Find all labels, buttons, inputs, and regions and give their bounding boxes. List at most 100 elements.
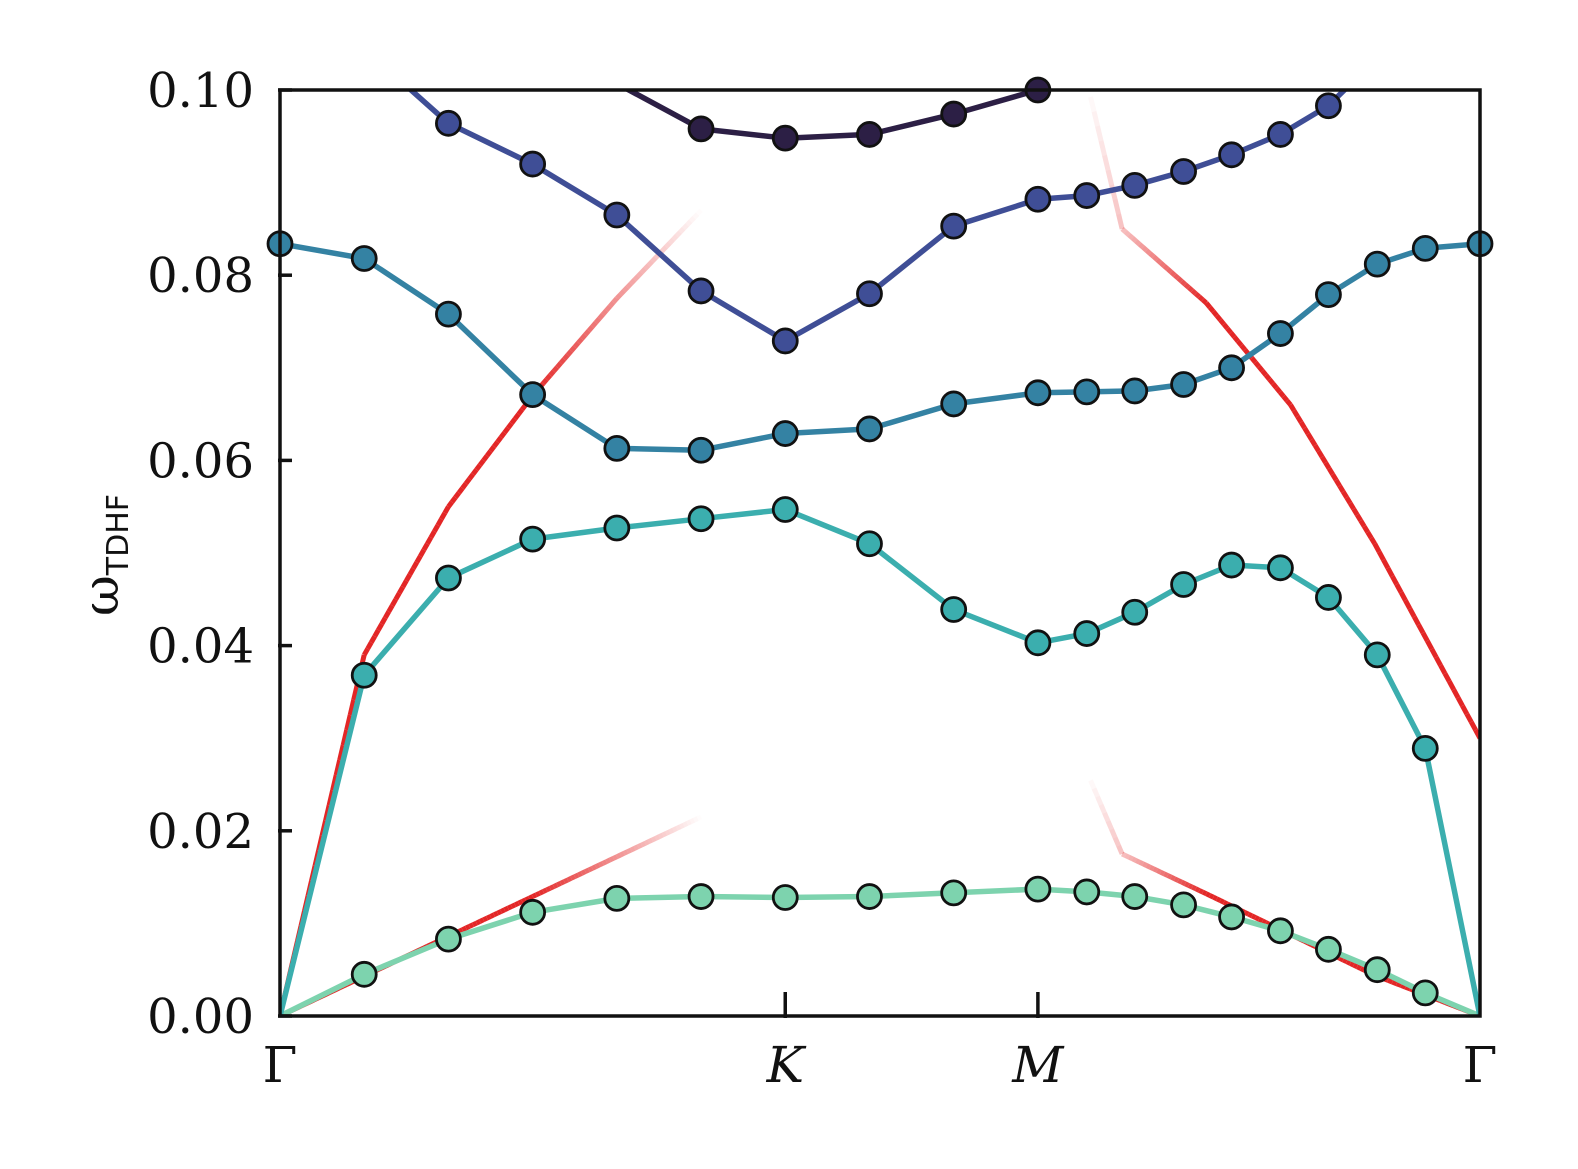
reference-line-2-segment <box>1134 239 1142 247</box>
reference-line-1-segment <box>1356 964 1362 971</box>
reference-line-2-segment <box>1267 377 1275 386</box>
reference-line-2-segment <box>1091 97 1095 112</box>
reference-line-1-segment <box>643 839 650 846</box>
reference-line-2-segment <box>509 417 518 425</box>
reference-line-2-segment <box>1257 365 1265 373</box>
reference-line-1-segment <box>1121 851 1127 858</box>
reference-line-1-segment <box>1205 891 1211 898</box>
reference-line-2-segment <box>383 610 391 620</box>
band-2-point <box>1363 641 1391 669</box>
reference-line-1-segment <box>622 849 629 856</box>
reference-line-2-segment <box>379 616 388 626</box>
reference-line-2-segment <box>636 270 644 279</box>
reference-line-2-segment <box>1416 623 1426 635</box>
reference-line-1-segment <box>1116 844 1125 855</box>
reference-line-1-segment <box>514 900 520 908</box>
reference-line-2-segment <box>579 333 588 341</box>
reference-line-1-segment <box>517 899 524 906</box>
reference-line-1-segment <box>1135 858 1141 865</box>
reference-line-2-segment <box>615 292 623 301</box>
reference-line-2-segment <box>351 684 360 701</box>
reference-line-1-segment <box>1163 871 1169 878</box>
band-2-point <box>435 564 462 592</box>
band-2-point <box>940 596 968 623</box>
reference-line-2-segment <box>1295 415 1304 424</box>
reference-line-2-segment <box>330 774 339 791</box>
reference-line-2-segment <box>425 536 434 545</box>
reference-line-2-segment <box>446 500 454 509</box>
reference-line-2-segment <box>688 215 696 224</box>
reference-line-1-segment <box>594 862 601 869</box>
reference-line-2-segment <box>1211 309 1219 318</box>
reference-line-1-segment <box>538 889 545 896</box>
band-3-point <box>1267 320 1294 347</box>
reference-line-1-segment <box>1145 863 1152 870</box>
band-1-point <box>603 884 631 912</box>
reference-line-2-segment <box>548 369 556 377</box>
band-3-point <box>1073 378 1101 406</box>
reference-line-2-segment <box>1447 680 1456 691</box>
reference-line-1-segment <box>1184 881 1190 888</box>
reference-line-1-segment <box>545 885 552 893</box>
reference-line-1-segment <box>1359 966 1366 973</box>
reference-line-2-segment <box>372 628 381 638</box>
x-tick-label: Γ <box>263 1036 298 1094</box>
reference-line-1-segment <box>636 842 643 850</box>
reference-line-1-segment <box>633 844 639 851</box>
reference-line-2-segment <box>495 435 504 444</box>
reference-line-1-segment <box>1338 956 1345 963</box>
reference-line-1-segment <box>1124 853 1131 860</box>
reference-line-1-segment <box>1138 859 1145 867</box>
reference-line-2-segment <box>362 647 370 657</box>
band-2-point <box>687 505 715 533</box>
reference-line-2-segment <box>1180 279 1187 287</box>
reference-line-2-segment <box>1152 254 1159 262</box>
band-2-point <box>1170 571 1197 598</box>
reference-line-1-segment <box>1208 893 1215 900</box>
reference-line-2-segment <box>1235 339 1244 348</box>
reference-line-2-segment <box>586 325 595 333</box>
band-1-point <box>1363 956 1391 984</box>
reference-line-1-segment <box>535 890 541 898</box>
band-3-point <box>1315 281 1342 309</box>
band-3-point <box>771 420 799 447</box>
reference-line-1-segment <box>1173 876 1180 883</box>
band-2-point <box>350 661 378 689</box>
reference-line-2-segment <box>1162 264 1170 271</box>
band-5-point <box>687 115 715 143</box>
reference-line-1-segment <box>584 867 590 874</box>
band-4-point <box>1315 92 1342 120</box>
reference-line-2-segment <box>583 329 591 337</box>
reference-line-2-segment <box>1155 257 1163 265</box>
reference-line-2-segment <box>1326 467 1335 476</box>
reference-line-2-segment <box>611 296 619 305</box>
reference-line-1-segment <box>1149 864 1155 872</box>
reference-line-2-segment <box>1337 484 1346 493</box>
reference-line-2-segment <box>506 421 514 430</box>
reference-line-2-segment <box>555 361 563 369</box>
band-1-point <box>856 883 883 910</box>
reference-line-2-segment <box>1228 331 1237 339</box>
reference-line-1-segment <box>471 920 478 928</box>
reference-line-2-segment <box>485 449 493 458</box>
reference-line-2-segment <box>1407 607 1417 618</box>
reference-line-2-segment <box>1288 403 1297 412</box>
band-4-point <box>687 277 715 305</box>
band-1-point <box>771 884 799 911</box>
reference-line-1-segment <box>1091 787 1100 798</box>
reference-line-2-segment <box>576 337 584 345</box>
reference-line-2-segment <box>326 789 336 806</box>
reference-line-1-segment <box>1109 828 1118 839</box>
reference-line-2-segment <box>1334 478 1342 488</box>
reference-line-2-segment <box>1442 672 1452 683</box>
band-4-point <box>1073 182 1101 209</box>
band-2-point <box>1267 554 1294 582</box>
reference-line-1-segment <box>489 912 496 919</box>
reference-line-2-segment <box>660 245 668 253</box>
x-tick-label: M <box>1011 1036 1065 1094</box>
reference-line-1-segment <box>1247 911 1254 919</box>
reference-line-2-segment <box>1225 326 1233 335</box>
reference-line-2-segment <box>1130 236 1138 244</box>
reference-line-2-segment <box>411 561 420 570</box>
y-axis-label-subscript: TDHF <box>101 494 136 576</box>
